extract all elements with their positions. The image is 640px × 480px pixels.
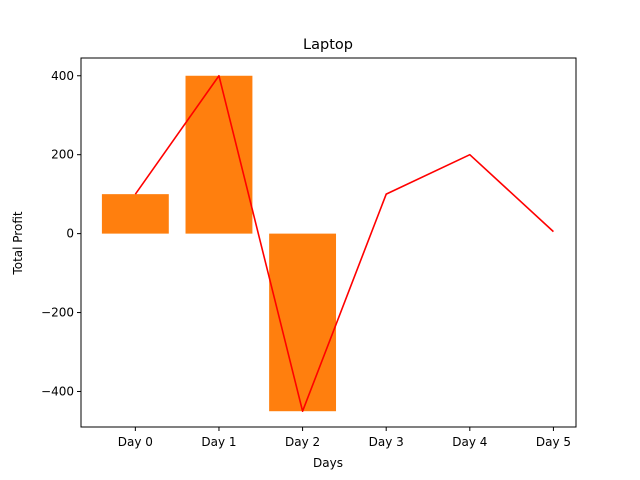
y-tick-label: 200 (51, 148, 74, 162)
profit-line (134, 74, 554, 413)
y-axis: −400 −200 0 200 400 (41, 69, 81, 398)
x-axis-label: Days (313, 456, 343, 470)
x-tick-label: Day 0 (118, 435, 153, 449)
bar-day-0 (101, 194, 169, 234)
y-axis-label: Total Profit (11, 211, 25, 275)
y-tick-label: −400 (41, 384, 74, 398)
y-tick-label: 400 (51, 69, 74, 83)
bars-layer (101, 75, 337, 412)
y-tick-label: −200 (41, 306, 74, 320)
bar-day-2 (269, 233, 337, 412)
x-tick-label: Day 4 (452, 435, 487, 449)
x-tick-label: Day 1 (201, 435, 236, 449)
chart-title: Laptop (303, 37, 353, 53)
line-layer (134, 74, 554, 413)
plot-frame (80, 57, 577, 428)
y-tick-label: 0 (66, 227, 74, 241)
x-axis: Day 0 Day 1 Day 2 Day 3 Day 4 Day 5 (118, 427, 571, 449)
x-tick-label: Day 2 (285, 435, 320, 449)
x-tick-label: Day 3 (369, 435, 404, 449)
bar-day-1 (185, 75, 253, 234)
x-tick-label: Day 5 (536, 435, 571, 449)
